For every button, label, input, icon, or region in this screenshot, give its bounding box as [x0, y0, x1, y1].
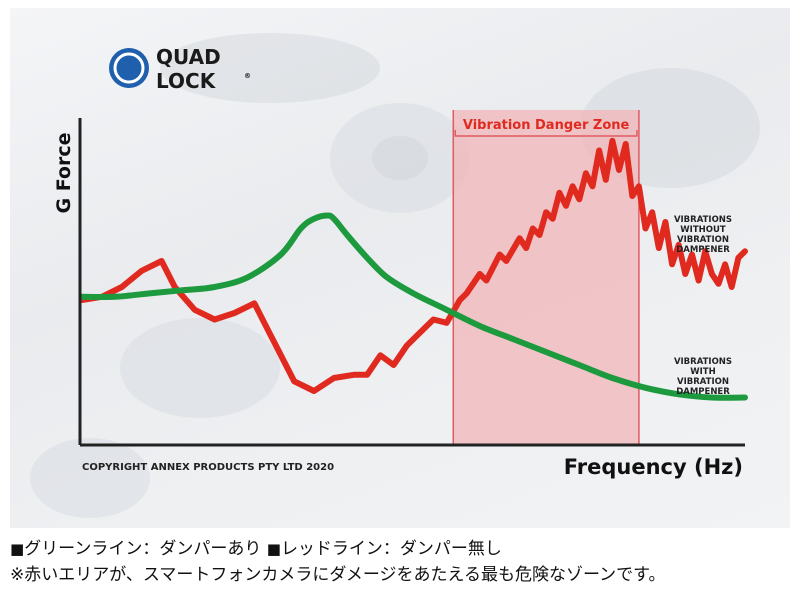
red-annotation-line4: DAMPENER: [676, 245, 730, 255]
chart: QUAD LOCK ® Vibration Danger Zone G Forc…: [30, 33, 760, 518]
red-line-marker: ■: [266, 540, 281, 558]
logo-line1: QUAD: [156, 45, 221, 69]
red-annotation-line3: VIBRATION: [677, 235, 729, 245]
green-annotation-line3: VIBRATION: [677, 377, 729, 387]
y-axis-label: G Force: [53, 133, 75, 214]
red-annotation-line1: VIBRATIONS: [674, 215, 732, 225]
green-line-marker: ■: [10, 540, 25, 558]
caption-line2: ※赤いエリアが、スマートフォンカメラにダメージをあたえる最も危険なゾーンです。: [10, 565, 666, 585]
caption-line1: ■グリーンライン：ダンパーあり ■レッドライン：ダンパー無し: [10, 536, 790, 562]
caption: ■グリーンライン：ダンパーあり ■レッドライン：ダンパー無し ※赤いエリアが、ス…: [10, 536, 790, 588]
danger-zone-label: Vibration Danger Zone: [463, 118, 630, 133]
caption-red-text: レッドライン：ダンパー無し: [280, 539, 502, 559]
caption-green-text: グリーンライン：ダンパーあり: [24, 539, 262, 559]
x-axis-label: Frequency (Hz): [564, 455, 743, 479]
chart-panel: QUAD LOCK ® Vibration Danger Zone G Forc…: [10, 8, 790, 528]
axes: [78, 118, 745, 447]
series-line-with-dampener: [79, 212, 748, 401]
series-line-without-dampener: [79, 137, 748, 394]
red-annotation-line2: WITHOUT: [680, 225, 726, 235]
logo-registered-mark: ®: [244, 72, 251, 80]
green-annotation-line2: WITH: [690, 367, 715, 377]
series-group: [79, 137, 748, 401]
quad-lock-logo: QUAD LOCK ®: [109, 45, 251, 93]
danger-zone-bracket: [454, 130, 638, 137]
copyright-text: COPYRIGHT ANNEX PRODUCTS PTY LTD 2020: [82, 462, 334, 473]
green-annotation-line4: DAMPENER: [676, 387, 730, 397]
logo-line2: LOCK: [156, 69, 217, 93]
green-annotation-line1: VIBRATIONS: [674, 357, 732, 367]
quad-lock-ring: [113, 52, 145, 84]
